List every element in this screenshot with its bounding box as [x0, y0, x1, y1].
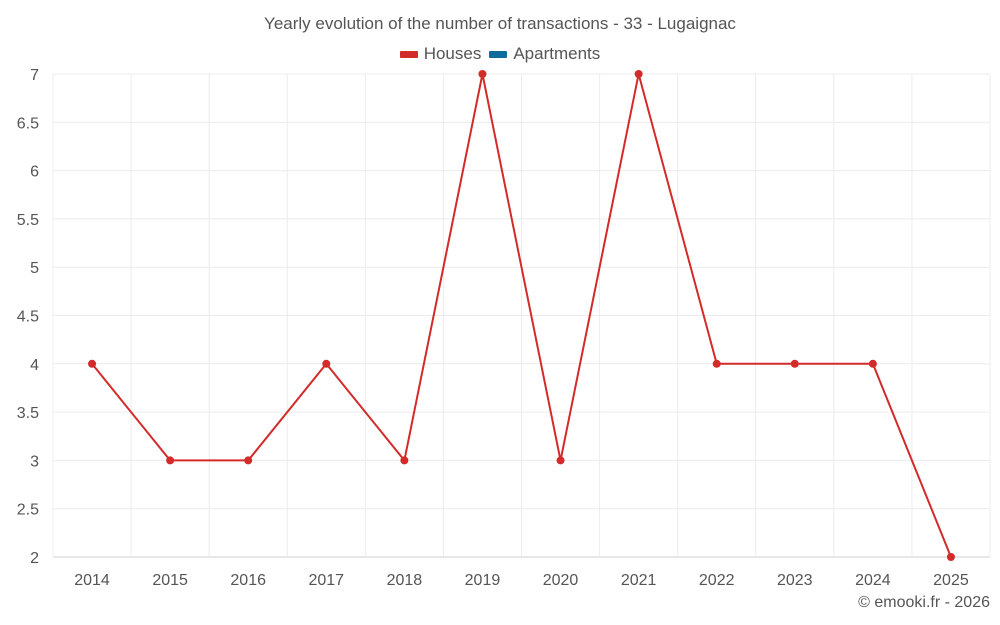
x-tick-label: 2016: [230, 572, 266, 589]
legend-swatch-apartments: [489, 50, 508, 58]
x-tick-label: 2019: [465, 572, 501, 589]
x-tick-label: 2023: [777, 572, 813, 589]
data-point-houses-2015[interactable]: [166, 456, 175, 465]
legend-label-apartments: Apartments: [513, 44, 601, 63]
y-tick-label: 6: [30, 164, 39, 181]
legend-item-houses[interactable]: Houses: [399, 44, 482, 64]
y-tick-label: 7: [30, 67, 39, 84]
data-point-houses-2018[interactable]: [400, 456, 409, 465]
data-point-houses-2019[interactable]: [478, 70, 487, 78]
data-point-houses-2017[interactable]: [322, 359, 331, 368]
x-tick-label: 2021: [621, 572, 657, 589]
legend-label-houses: Houses: [423, 44, 482, 63]
credit-text: © emooki.fr - 2026: [858, 594, 990, 611]
chart-title: Yearly evolution of the number of transa…: [264, 14, 736, 33]
legend-swatch-houses: [399, 50, 418, 58]
y-tick-label: 6.5: [17, 115, 39, 132]
legend-item-apartments[interactable]: Apartments: [489, 44, 600, 64]
y-tick-label: 3: [30, 453, 39, 470]
x-tick-label: 2025: [933, 572, 969, 589]
data-point-houses-2024[interactable]: [868, 359, 877, 368]
y-tick-label: 4: [30, 357, 39, 374]
data-point-houses-2021[interactable]: [634, 70, 643, 78]
series-line-houses: [91, 73, 952, 558]
y-tick-label: 5: [30, 260, 39, 277]
x-tick-label: 2022: [699, 572, 735, 589]
x-tick-label: 2017: [308, 572, 344, 589]
y-tick-label: 2: [30, 550, 39, 567]
x-tick-label: 2014: [74, 572, 110, 589]
data-point-houses-2014[interactable]: [88, 359, 97, 368]
y-tick-label: 2.5: [17, 502, 39, 519]
data-point-houses-2020[interactable]: [556, 456, 565, 465]
x-tick-label: 2020: [543, 572, 579, 589]
data-point-houses-2023[interactable]: [790, 359, 799, 368]
legend: Houses Apartments: [0, 44, 1000, 64]
y-tick-label: 4.5: [17, 309, 39, 326]
data-point-houses-2025[interactable]: [946, 553, 955, 561]
data-point-houses-2016[interactable]: [244, 456, 253, 465]
x-tick-label: 2018: [387, 572, 423, 589]
data-point-houses-2022[interactable]: [712, 359, 721, 368]
x-tick-label: 2015: [152, 572, 188, 589]
y-tick-label: 5.5: [17, 212, 39, 229]
x-tick-label: 2024: [855, 572, 891, 589]
y-tick-label: 3.5: [17, 405, 39, 422]
